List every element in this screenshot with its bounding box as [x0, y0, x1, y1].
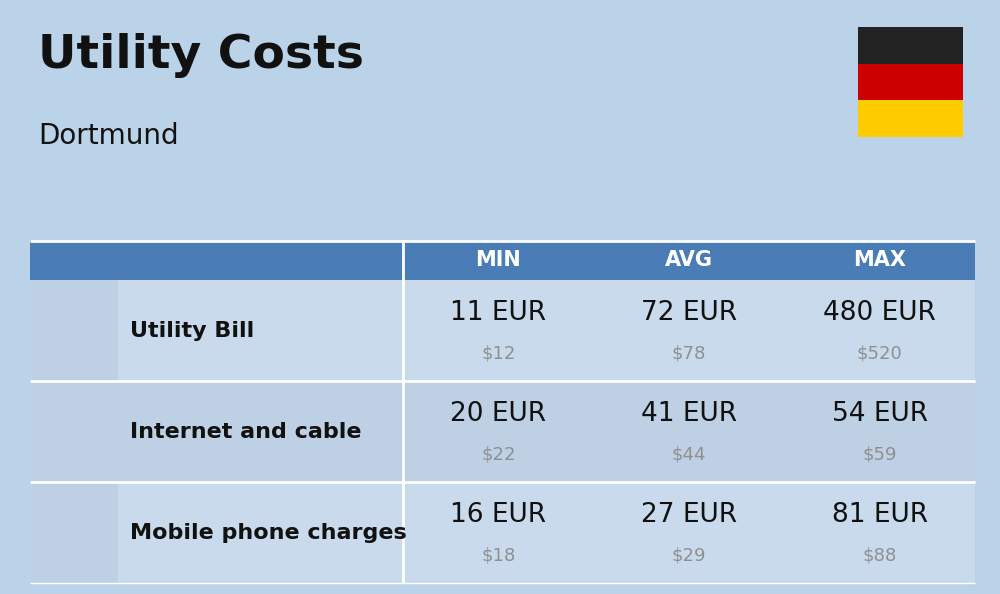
Bar: [858, 27, 963, 64]
Bar: [30, 280, 118, 381]
Bar: [30, 482, 118, 583]
Text: $520: $520: [857, 344, 903, 362]
Text: $44: $44: [672, 446, 706, 463]
Bar: [30, 482, 975, 583]
Text: $22: $22: [481, 446, 516, 463]
Text: $29: $29: [672, 546, 706, 564]
FancyBboxPatch shape: [37, 295, 111, 366]
Text: 16 EUR: 16 EUR: [450, 502, 546, 528]
Bar: [30, 381, 975, 482]
Text: 27 EUR: 27 EUR: [641, 502, 737, 528]
Text: 20 EUR: 20 EUR: [450, 401, 546, 427]
Bar: [858, 64, 963, 100]
Text: Dortmund: Dortmund: [38, 122, 179, 150]
Text: 54 EUR: 54 EUR: [832, 401, 928, 427]
Text: 72 EUR: 72 EUR: [641, 300, 737, 326]
Text: $88: $88: [863, 546, 897, 564]
Text: Utility Bill: Utility Bill: [130, 321, 254, 340]
Text: 81 EUR: 81 EUR: [832, 502, 928, 528]
Text: Internet and cable: Internet and cable: [130, 422, 362, 442]
Text: $18: $18: [481, 546, 515, 564]
Text: MAX: MAX: [853, 250, 906, 270]
Text: $78: $78: [672, 344, 706, 362]
Text: 480 EUR: 480 EUR: [823, 300, 936, 326]
FancyBboxPatch shape: [37, 497, 111, 568]
FancyBboxPatch shape: [37, 396, 111, 467]
Bar: [858, 100, 963, 137]
Text: $12: $12: [481, 344, 516, 362]
Text: $59: $59: [862, 446, 897, 463]
Text: 11 EUR: 11 EUR: [450, 300, 546, 326]
Bar: [30, 241, 975, 280]
Text: Mobile phone charges: Mobile phone charges: [130, 523, 407, 543]
Text: 41 EUR: 41 EUR: [641, 401, 737, 427]
Text: MIN: MIN: [475, 250, 521, 270]
Bar: [30, 381, 118, 482]
Text: AVG: AVG: [665, 250, 713, 270]
Text: Utility Costs: Utility Costs: [38, 33, 364, 78]
Bar: [30, 280, 975, 381]
